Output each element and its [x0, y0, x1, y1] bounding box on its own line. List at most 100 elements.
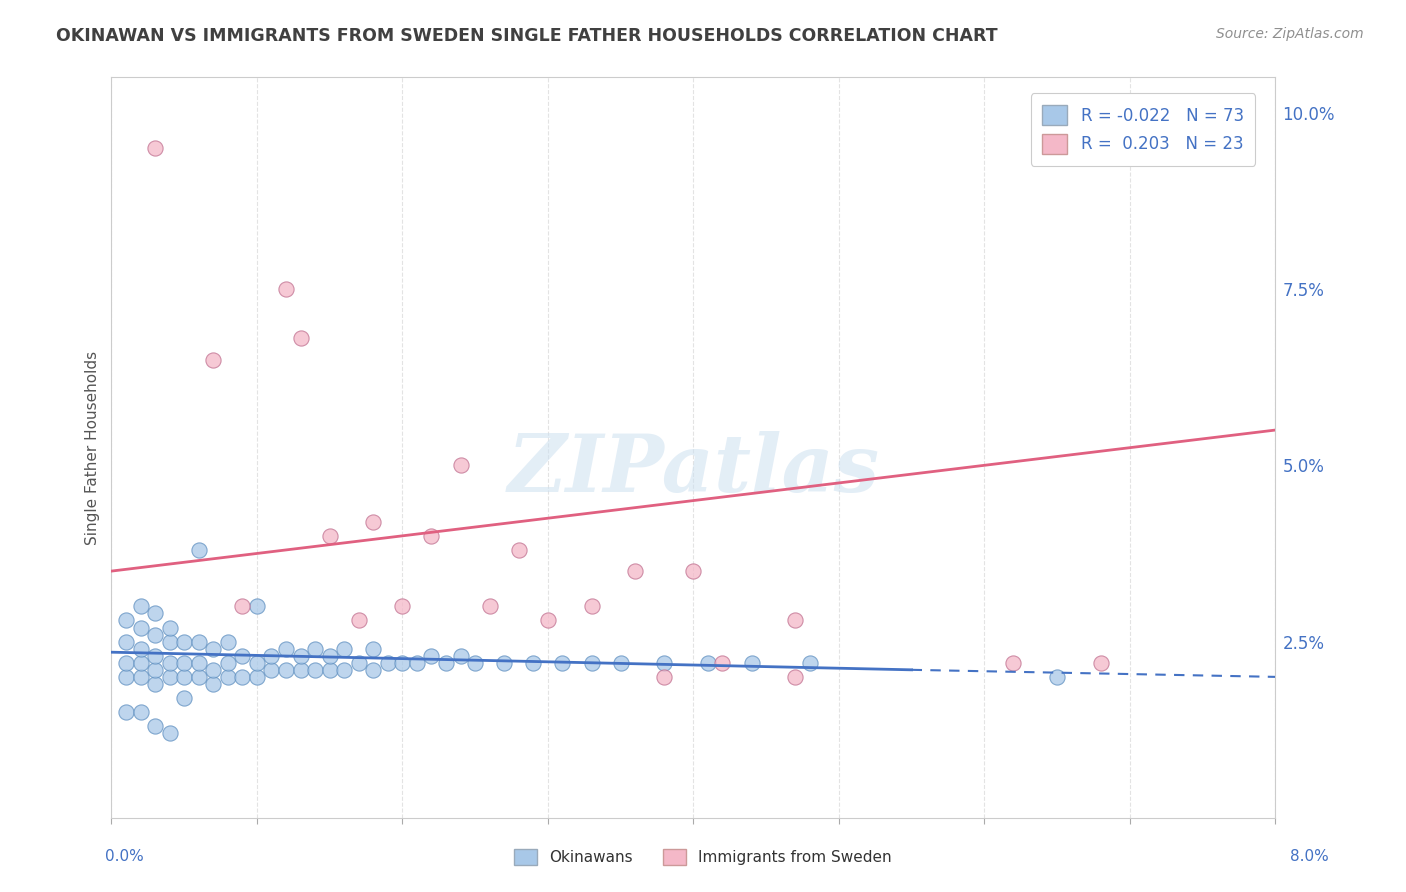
Point — [143, 719, 166, 733]
Point — [143, 677, 166, 691]
Point — [420, 648, 443, 663]
Point — [260, 663, 283, 677]
Point — [159, 634, 181, 648]
Point — [537, 614, 560, 628]
Point — [347, 656, 370, 670]
Point — [115, 705, 138, 719]
Point — [652, 670, 675, 684]
Point — [318, 648, 340, 663]
Point — [347, 614, 370, 628]
Point — [115, 670, 138, 684]
Point — [682, 564, 704, 578]
Point — [159, 620, 181, 634]
Point — [464, 656, 486, 670]
Point — [159, 726, 181, 740]
Point — [187, 656, 209, 670]
Point — [450, 648, 472, 663]
Point — [217, 656, 239, 670]
Point — [173, 634, 195, 648]
Text: 8.0%: 8.0% — [1289, 849, 1329, 863]
Point — [406, 656, 429, 670]
Point — [624, 564, 647, 578]
Point — [129, 641, 152, 656]
Point — [304, 641, 326, 656]
Point — [173, 691, 195, 706]
Point — [217, 634, 239, 648]
Point — [129, 656, 152, 670]
Point — [290, 331, 312, 345]
Point — [274, 641, 297, 656]
Point — [290, 663, 312, 677]
Point — [187, 543, 209, 558]
Point — [391, 656, 413, 670]
Point — [202, 677, 225, 691]
Point — [115, 614, 138, 628]
Point — [129, 620, 152, 634]
Point — [129, 705, 152, 719]
Point — [361, 663, 384, 677]
Point — [129, 599, 152, 614]
Point — [231, 599, 253, 614]
Point — [318, 663, 340, 677]
Text: 0.0%: 0.0% — [105, 849, 145, 863]
Point — [143, 648, 166, 663]
Point — [159, 656, 181, 670]
Point — [785, 614, 807, 628]
Point — [333, 641, 356, 656]
Point — [187, 670, 209, 684]
Point — [260, 648, 283, 663]
Point — [143, 627, 166, 641]
Point — [143, 607, 166, 621]
Point — [246, 670, 269, 684]
Point — [581, 599, 603, 614]
Point — [361, 515, 384, 529]
Point — [187, 634, 209, 648]
Point — [1046, 670, 1069, 684]
Point — [274, 663, 297, 677]
Point — [508, 543, 530, 558]
Point — [304, 663, 326, 677]
Point — [551, 656, 574, 670]
Point — [799, 656, 821, 670]
Point — [785, 670, 807, 684]
Point — [434, 656, 457, 670]
Point — [391, 599, 413, 614]
Point — [450, 458, 472, 473]
Point — [202, 352, 225, 367]
Point — [246, 656, 269, 670]
Text: Source: ZipAtlas.com: Source: ZipAtlas.com — [1216, 27, 1364, 41]
Point — [522, 656, 544, 670]
Point — [115, 634, 138, 648]
Point — [202, 641, 225, 656]
Point — [290, 648, 312, 663]
Point — [333, 663, 356, 677]
Point — [1002, 656, 1025, 670]
Point — [478, 599, 501, 614]
Point — [202, 663, 225, 677]
Point — [246, 599, 269, 614]
Point — [609, 656, 631, 670]
Point — [217, 670, 239, 684]
Point — [361, 641, 384, 656]
Point — [652, 656, 675, 670]
Point — [173, 656, 195, 670]
Text: ZIPatlas: ZIPatlas — [508, 431, 879, 508]
Point — [711, 656, 734, 670]
Point — [115, 656, 138, 670]
Point — [420, 529, 443, 543]
Point — [231, 670, 253, 684]
Point — [377, 656, 399, 670]
Point — [494, 656, 516, 670]
Point — [696, 656, 718, 670]
Text: OKINAWAN VS IMMIGRANTS FROM SWEDEN SINGLE FATHER HOUSEHOLDS CORRELATION CHART: OKINAWAN VS IMMIGRANTS FROM SWEDEN SINGL… — [56, 27, 998, 45]
Point — [318, 529, 340, 543]
Point — [274, 282, 297, 296]
Legend: Okinawans, Immigrants from Sweden: Okinawans, Immigrants from Sweden — [508, 843, 898, 871]
Point — [129, 670, 152, 684]
Point — [159, 670, 181, 684]
Point — [741, 656, 763, 670]
Point — [581, 656, 603, 670]
Point — [143, 663, 166, 677]
Point — [173, 670, 195, 684]
Point — [231, 648, 253, 663]
